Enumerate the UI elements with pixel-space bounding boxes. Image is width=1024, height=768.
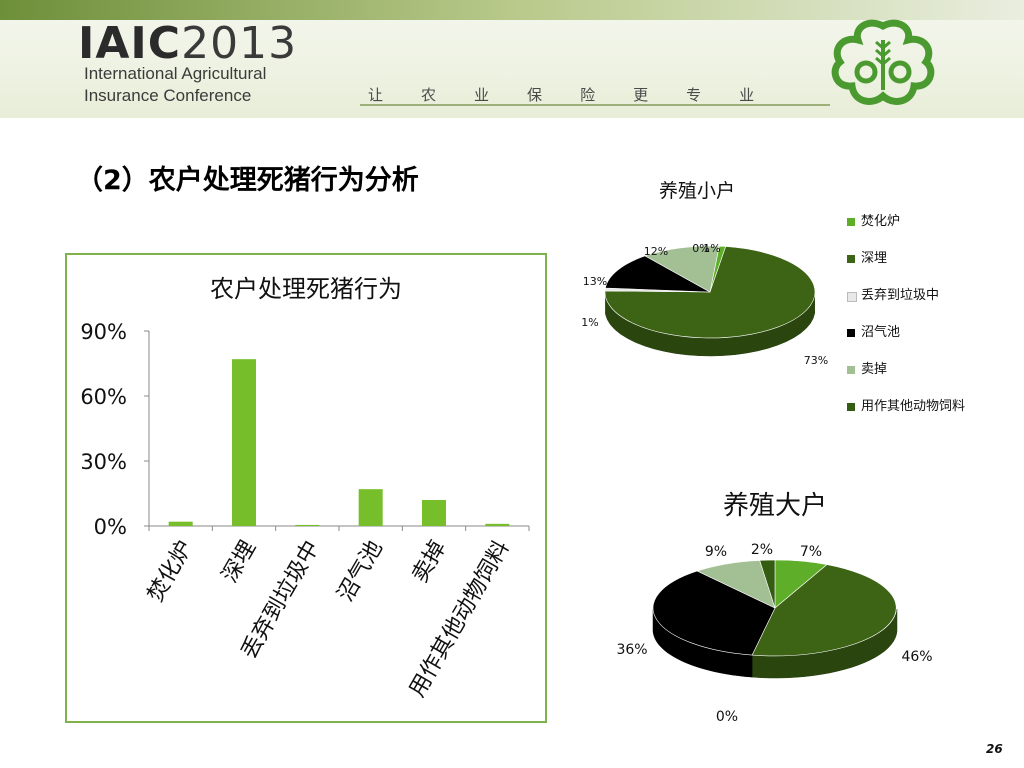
legend-swatch: [847, 218, 855, 226]
pie-slice: [751, 564, 897, 657]
banner-stripe: [0, 0, 1024, 20]
legend-swatch: [847, 292, 857, 302]
conference-logo: IAIC2013: [78, 18, 297, 69]
bar-chart-title: 农户处理死猪行为: [210, 275, 402, 303]
bar: [295, 524, 320, 526]
page-number: 26: [986, 742, 1003, 756]
legend-label: 丢弃到垃圾中: [861, 288, 940, 303]
legend-swatch: [847, 329, 855, 337]
y-tick-label: 60%: [80, 385, 127, 409]
pie-chart-title: 养殖大户: [723, 491, 827, 521]
pie-data-label: 73%: [804, 354, 828, 367]
pie-data-label: 46%: [901, 649, 932, 665]
pie-slices: [604, 245, 816, 357]
y-tick-label: 0%: [94, 515, 127, 539]
legend-label: 用作其他动物饲料: [861, 399, 966, 414]
pie-data-label: 12%: [644, 245, 668, 258]
legend-label: 卖掉: [861, 362, 888, 377]
pie-chart-large-farms: 养殖大户 7% 46% 0% 36% 9% 2%: [616, 491, 932, 725]
bar: [232, 359, 256, 526]
x-tick-label: 沼气池: [333, 537, 388, 607]
legend-item: 卖掉: [847, 360, 997, 380]
pie-data-label: 7%: [800, 544, 822, 560]
pie-slice: [759, 559, 776, 609]
slogan-char: 让: [368, 86, 384, 104]
bar-chart-frame: 农户处理死猪行为 0% 30% 60% 90% 焚化炉 深埋 丢弃到垃圾中 沼气池 卖掉 用作其他…: [65, 253, 547, 723]
slogan-char: 农: [421, 86, 437, 104]
slogan-char: 保: [527, 86, 543, 104]
pie-data-label: 13%: [583, 275, 607, 288]
bar: [422, 500, 446, 526]
conference-name-line2: Insurance Conference: [84, 86, 252, 105]
legend-swatch: [847, 366, 855, 374]
pie-data-label: 9%: [705, 544, 727, 560]
emblem-logo-icon: [831, 19, 935, 105]
pie-data-label: 0%: [716, 709, 738, 725]
conference-banner: IAIC2013 International Agricultural Insu…: [0, 0, 1024, 118]
slogan-char: 更: [633, 86, 649, 104]
legend-item: 深埋: [847, 249, 997, 269]
pie-slice: [644, 245, 720, 293]
legend-item: 丢弃到垃圾中: [847, 286, 997, 306]
y-tick-label: 90%: [80, 320, 127, 344]
pie-slices: [652, 559, 898, 679]
pie-legend: 焚化炉深埋丢弃到垃圾中 沼气池卖掉用作其他动物饲料: [847, 212, 997, 434]
legend-label: 沼气池: [861, 325, 901, 340]
legend-item: 焚化炉: [847, 212, 997, 232]
logo-text: IAIC: [78, 18, 182, 69]
bar: [485, 523, 510, 526]
pie-data-label: 2%: [751, 542, 773, 558]
banner-divider: [360, 104, 830, 106]
bar: [168, 521, 193, 526]
x-tick-label: 卖掉: [408, 537, 452, 588]
slide-title: （2）农户处理死猪行为分析: [76, 165, 419, 196]
legend-swatch: [847, 255, 855, 263]
pie-data-label: 1%: [703, 242, 720, 255]
pie-chart-small-farms: 养殖小户 1% 73% 1% 13% 12% 0%: [581, 180, 828, 367]
pie-chart-title: 养殖小户: [659, 180, 735, 202]
legend-item: 沼气池: [847, 323, 997, 343]
conference-name-line1: International Agricultural: [84, 64, 267, 83]
legend-swatch: [847, 403, 855, 411]
x-tick-label: 深埋: [218, 537, 262, 588]
slogan-char: 业: [739, 86, 755, 104]
logo-year: 2013: [181, 18, 298, 69]
x-tick-label: 焚化炉: [143, 537, 198, 607]
slogan: 让农业保险更专业: [368, 84, 792, 105]
bar: [358, 489, 383, 526]
pie-slice: [652, 570, 776, 656]
pie-data-label: 36%: [616, 642, 647, 658]
pie-data-label: 0%: [692, 242, 709, 255]
legend-item: 用作其他动物饲料: [847, 397, 997, 417]
y-tick-label: 30%: [80, 450, 127, 474]
slogan-char: 业: [474, 86, 490, 104]
slogan-char: 险: [580, 86, 596, 104]
slogan-char: 专: [686, 86, 702, 104]
pie-slice: [605, 255, 711, 293]
pie-data-label: 1%: [581, 316, 598, 329]
legend-label: 焚化炉: [861, 214, 901, 229]
legend-label: 深埋: [861, 251, 888, 266]
